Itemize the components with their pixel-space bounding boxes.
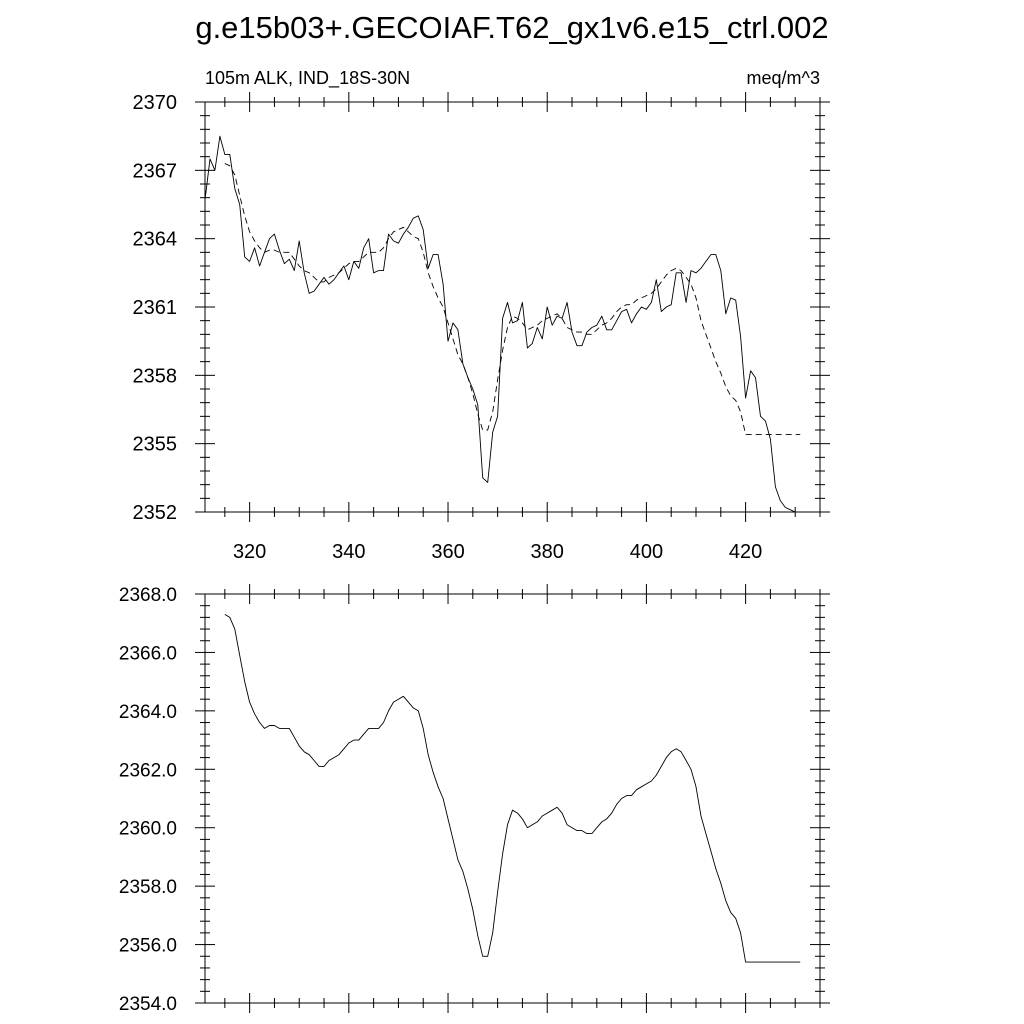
series-line-smoothed xyxy=(224,163,801,436)
y-tick-label: 2368.0 xyxy=(119,585,177,606)
y-tick-label: 2370 xyxy=(133,92,178,114)
x-tick-label: 340 xyxy=(332,541,365,563)
y-tick-label: 2360.0 xyxy=(119,819,177,840)
subtitle-left: 105m ALK, IND_18S-30N xyxy=(205,68,410,89)
y-tick-label: 2362.0 xyxy=(119,760,177,781)
x-tick-label: 320 xyxy=(233,541,266,563)
y-tick-label: 2364 xyxy=(133,229,178,251)
y-tick-label: 2354.0 xyxy=(119,994,177,1015)
y-tick-label: 2356.0 xyxy=(119,936,177,957)
figure-title: g.e15b03+.GECOIAF.T62_gx1v6.e15_ctrl.002 xyxy=(195,10,828,45)
x-tick-label: 380 xyxy=(531,541,564,563)
series-line xyxy=(224,614,801,963)
x-tick-label: 360 xyxy=(431,541,464,563)
top-panel: 105m ALK, IND_18S-30N meq/m^3 320 340 360 380… xyxy=(133,68,830,563)
y-tick-label: 2361 xyxy=(133,297,178,319)
y-tick-label: 2352 xyxy=(133,502,178,524)
y-tick-label: 2358.0 xyxy=(119,877,177,898)
y-tick-label: 2366.0 xyxy=(119,643,177,664)
y-tick-label: 2358 xyxy=(133,365,178,387)
subtitle-right: meq/m^3 xyxy=(747,68,820,88)
y-tick-label: 2355 xyxy=(133,434,178,456)
plot-frame xyxy=(204,593,821,1004)
series-line xyxy=(205,135,820,512)
y-tick-label: 2367 xyxy=(133,160,178,182)
x-tick-label: 420 xyxy=(729,541,762,563)
bottom-panel: 2354.0 2356.0 2358.0 2360.0 2362.0 2364.0 2366… xyxy=(119,584,830,1015)
y-tick-label: 2364.0 xyxy=(119,702,177,723)
x-tick-label: 400 xyxy=(630,541,663,563)
